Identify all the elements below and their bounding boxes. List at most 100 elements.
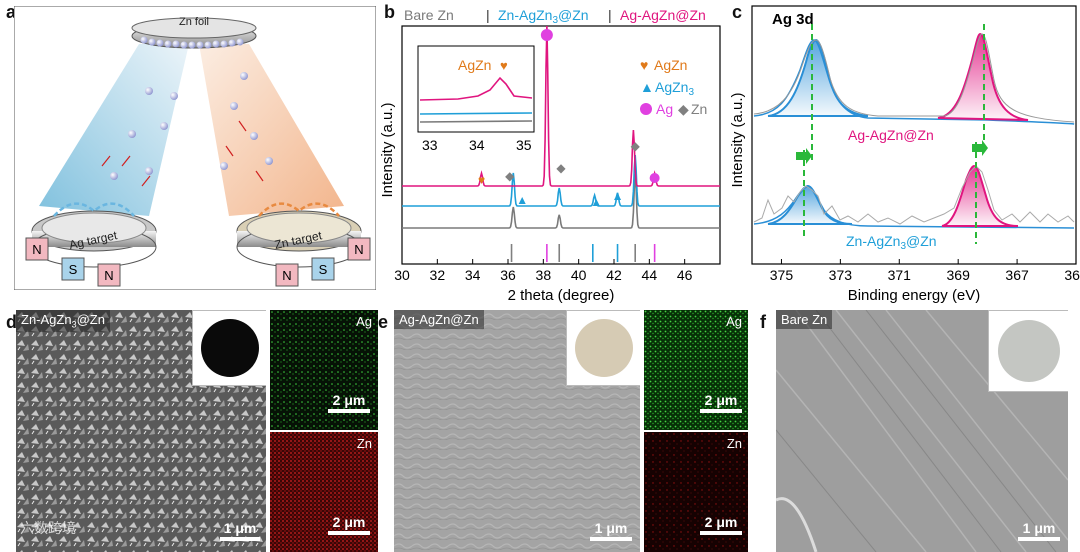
- sem-e-scalebar: 1 μm: [590, 520, 632, 541]
- sem-e-photo-inset: [566, 310, 640, 386]
- legend-ag-agzn: Ag-AgZn@Zn: [620, 7, 706, 23]
- magnet-s-left: S: [69, 262, 78, 277]
- sem-d-scale-label: 1 μm: [223, 520, 257, 536]
- edx-map-d-ag: Ag 2 μm: [270, 310, 378, 430]
- edx-e-zn-scalebar: 2 μm: [700, 514, 742, 535]
- xps-title: Ag 3d: [772, 11, 814, 28]
- magnet-n2-right: N: [354, 242, 363, 257]
- panel-label-e: e: [378, 312, 389, 332]
- sem-image-d: Zn-AgZn3@Zn 六数跨境 1 μm: [16, 310, 266, 552]
- edx-e-zn-scale-label: 2 μm: [704, 514, 738, 530]
- xrd-curve-ag-agzn: [402, 25, 720, 187]
- sem-e-sample-tag: Ag-AgZn@Zn: [394, 310, 484, 329]
- edx-map-d-zn: Zn 2 μm: [270, 432, 378, 552]
- beige-coated-disc: [575, 319, 633, 377]
- sem-image-f: Bare Zn 1 μm: [776, 310, 1068, 552]
- xrd-xtick-label: 32: [430, 267, 446, 283]
- peak-marker-zn: ◆: [556, 161, 566, 175]
- edx-e-ag-label: Ag: [726, 314, 742, 329]
- legend-zn-agzn3-text: Zn-AgZn: [498, 7, 552, 23]
- shift-arrow-left-icon: [796, 148, 812, 164]
- sem-d-scale-line: [220, 537, 260, 541]
- peak-marker-ag: [540, 29, 553, 41]
- inset-agzn-label: AgZn: [458, 57, 491, 73]
- legend-bare-zn: Bare Zn: [404, 7, 454, 23]
- inset-frame: [417, 45, 535, 133]
- xrd-xtick-label: 34: [465, 267, 481, 283]
- magnet-s-right: S: [319, 262, 328, 277]
- marker-zn-diamond: ◆: [678, 101, 689, 117]
- bottom-peak-3d52: [941, 164, 1019, 227]
- xrd-xlabel: 2 theta (degree): [508, 287, 615, 304]
- xrd-reference-lines: [510, 244, 656, 262]
- xps-xlabel: Binding energy (eV): [848, 287, 981, 304]
- magnet-n-right: N: [282, 268, 291, 283]
- flying-particles: [110, 72, 273, 180]
- bottom-sample-label: Zn-AgZn3@Zn: [846, 233, 937, 252]
- watermark: 六数跨境: [20, 520, 76, 536]
- edx-d-ag-label: Ag: [356, 314, 372, 329]
- edx-e-zn-label: Zn: [726, 436, 742, 451]
- sem-f-scalebar: 1 μm: [1018, 520, 1060, 541]
- marker-agzn3-triangle: ▲: [640, 79, 654, 95]
- peak-marker-agzn3: ▲: [612, 189, 624, 203]
- xrd-curve-zn-agzn3: [402, 154, 720, 207]
- bottom-sample-label-a: Zn-AgZn: [846, 233, 900, 249]
- peak-marker-agzn3: ▲: [516, 193, 528, 207]
- xps-xtick-label: 375: [770, 267, 794, 283]
- panel-label-c: c: [732, 2, 743, 22]
- edx-d-zn-label: Zn: [356, 436, 372, 451]
- edx-map-e-zn: Zn 2 μm: [644, 432, 748, 552]
- edx-map-e-ag: Ag 2 μm: [644, 310, 748, 430]
- xrd-xtick-label: 30: [394, 267, 410, 283]
- sem-d-scalebar: 1 μm: [220, 520, 260, 541]
- edx-d-zn-scale-label: 2 μm: [332, 514, 366, 530]
- legend-separator-2: |: [608, 7, 612, 23]
- xps-bottom-spectrum: Zn-AgZn3@Zn: [753, 164, 1075, 252]
- xps-shift-guides: [803, 24, 985, 244]
- xrd-curves: [402, 25, 720, 229]
- inset-curve-bare: [419, 120, 533, 123]
- marker-agzn-label: AgZn: [654, 57, 687, 73]
- deposited-particles: [140, 36, 244, 49]
- marker-agzn3-text: AgZn: [655, 79, 688, 95]
- xps-xtick-label: 371: [888, 267, 912, 283]
- sem-f-photo-inset: [988, 310, 1068, 392]
- sem-image-e: Ag-AgZn@Zn 1 μm: [394, 310, 640, 552]
- sem-d-tag-b: @Zn: [76, 312, 105, 327]
- xrd-ylabel: Intensity (a.u.): [379, 102, 396, 197]
- marker-zn-label: Zn: [691, 101, 707, 117]
- peak-marker-zn: ◆: [631, 139, 641, 153]
- legend-zn-agzn3-tail: @Zn: [558, 7, 589, 23]
- particle-arrows: [101, 120, 264, 187]
- inset-curve-ag-agzn: [419, 76, 533, 101]
- top-peak-3d32: [767, 38, 869, 117]
- xps-panel: Ag 3d Intensity (a.u.) Binding energy (e…: [728, 0, 1080, 310]
- panel-label-f: f: [760, 312, 766, 332]
- edx-e-ag-scale-label: 2 μm: [704, 392, 738, 408]
- legend-zn-agzn3-sub: 3: [552, 15, 558, 26]
- xps-xticks: 375 373 371 369 367 365: [770, 259, 1080, 283]
- marker-agzn3-sub: 3: [688, 87, 694, 98]
- xrd-xtick-label: 44: [642, 267, 658, 283]
- shift-arrow-right-icon: [972, 140, 988, 156]
- zn-magnets: N S N: [275, 237, 371, 287]
- sem-texture-f: [776, 310, 1068, 552]
- bottom-raw-data: [753, 165, 1075, 225]
- xps-top-spectrum: Ag-AgZn@Zn: [753, 32, 1075, 143]
- inset-tick-35: 35: [516, 137, 532, 153]
- xrd-xtick-label: 40: [571, 267, 587, 283]
- peak-marker-zn: ◆: [505, 169, 515, 183]
- sem-d-tag-sub: 3: [71, 319, 77, 330]
- bottom-sample-label-sub: 3: [900, 241, 906, 252]
- marker-agzn3-label: AgZn3: [655, 79, 694, 98]
- xrd-xtick-label: 36: [500, 267, 516, 283]
- sputtering-schematic: Zn foil: [14, 6, 376, 290]
- sem-f-sample-tag: Bare Zn: [776, 310, 833, 329]
- edx-d-ag-scalebar: 2 μm: [328, 392, 370, 413]
- schematic-svg: Zn foil: [14, 6, 376, 290]
- bottom-peak-3d32: [767, 184, 853, 225]
- peak-marker-agzn: ♥: [478, 173, 485, 187]
- edx-d-ag-scale-label: 2 μm: [332, 392, 366, 408]
- marker-ag-label: Ag: [656, 101, 673, 117]
